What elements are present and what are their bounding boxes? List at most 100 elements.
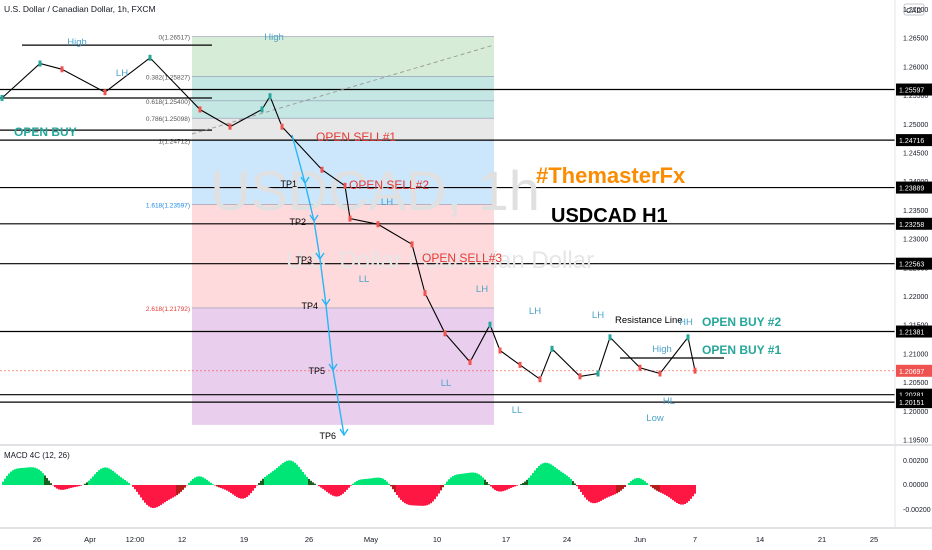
macd-axis[interactable]: 0.00200 0.00000 -0.00200 (903, 458, 931, 514)
tp-arrow-head[interactable] (321, 298, 331, 307)
fibonacci-extension[interactable]: 0(1.26517) 0.382(1.25827) 0.618(1.25400) 0.… (146, 35, 494, 425)
price-point[interactable] (596, 370, 600, 377)
price-point[interactable] (348, 215, 352, 222)
price-point[interactable] (0, 94, 4, 101)
macd-bar (608, 485, 610, 497)
price-point[interactable] (148, 54, 152, 61)
macd-bar (142, 485, 144, 501)
price-point[interactable] (518, 361, 522, 368)
time-tick-label: 19 (240, 535, 248, 544)
price-point[interactable] (686, 334, 690, 341)
macd-bar (308, 478, 310, 485)
tp-label: TP2 (289, 217, 306, 227)
price-point[interactable] (38, 60, 42, 67)
macd-bar (580, 485, 582, 493)
fib-band[interactable] (192, 100, 494, 119)
macd-bar (208, 481, 210, 485)
macd-bar (106, 467, 108, 485)
macd-bar (230, 485, 232, 494)
price-tag (896, 83, 932, 96)
price-point[interactable] (488, 321, 492, 328)
macd-bar (554, 467, 556, 485)
macd-bar (24, 467, 26, 485)
time-tick-label: 25 (870, 535, 878, 544)
macd-bar (248, 485, 250, 496)
price-point[interactable] (410, 241, 414, 248)
price-tag (896, 134, 932, 147)
fib-band[interactable] (192, 140, 494, 205)
macd-bar (382, 478, 384, 485)
macd-bar (452, 476, 454, 485)
horizontal-levels[interactable] (0, 44, 895, 403)
macd-bar (660, 485, 662, 493)
tp-arrow-head[interactable] (315, 252, 325, 261)
price-point[interactable] (343, 182, 347, 189)
macd-bar (272, 471, 274, 485)
macd-bar (516, 485, 518, 486)
macd-bar (636, 478, 638, 485)
macd-bar (428, 485, 430, 505)
macd-bar (676, 485, 678, 503)
macd-bar (120, 477, 122, 485)
price-point[interactable] (423, 290, 427, 297)
time-tick-label: 17 (502, 535, 510, 544)
take-profit-arrows[interactable]: TP1 TP2 TP3 TP4 TP5 TP6 (280, 134, 349, 441)
fib-band[interactable] (192, 76, 494, 101)
fib-band[interactable] (192, 36, 494, 77)
macd-bar (76, 485, 78, 487)
tp-arrow-head[interactable] (309, 214, 319, 223)
price-point[interactable] (608, 334, 612, 341)
macd-bar (140, 485, 142, 498)
price-point[interactable] (658, 370, 662, 377)
macd-bar (122, 478, 124, 485)
price-point[interactable] (693, 367, 697, 374)
macd-bar (340, 485, 342, 496)
macd-bar (162, 485, 164, 504)
macd-bar (568, 477, 570, 485)
macd-bar (176, 485, 178, 496)
fib-band[interactable] (192, 307, 494, 425)
macd-bar (190, 480, 192, 485)
macd-bar (538, 465, 540, 485)
macd-bar (268, 473, 270, 485)
macd-tick-label: 0.00000 (903, 482, 928, 489)
macd-bar (336, 485, 338, 497)
price-point[interactable] (376, 221, 380, 228)
price-point[interactable] (268, 93, 272, 100)
price-point[interactable] (260, 106, 264, 113)
macd-bar (694, 485, 696, 494)
price-point[interactable] (60, 66, 64, 73)
tp-arrow-head[interactable] (300, 176, 310, 185)
macd-bar (280, 464, 282, 485)
tp-label: TP1 (280, 179, 297, 189)
currency-badge[interactable] (903, 3, 925, 16)
macd-bar (564, 474, 566, 485)
macd-bar (246, 485, 248, 497)
price-point[interactable] (103, 89, 107, 96)
price-point[interactable] (228, 123, 232, 130)
price-point[interactable] (538, 376, 542, 383)
macd-bar (274, 469, 276, 485)
time-axis[interactable]: 26 Apr 12:00 12 19 26 May 10 17 24 Jun 7 14 21 25 (33, 535, 878, 544)
fib-band[interactable] (192, 118, 494, 141)
price-point[interactable] (320, 166, 324, 173)
price-point[interactable] (443, 330, 447, 337)
price-point[interactable] (578, 373, 582, 380)
price-point[interactable] (468, 359, 472, 366)
price-point[interactable] (198, 106, 202, 113)
price-tag-label: 1.23889 (899, 186, 924, 193)
price-point[interactable] (498, 347, 502, 354)
price-tag-label: 1.22563 (899, 262, 924, 269)
macd-bar (346, 485, 348, 490)
macd-bar (160, 485, 162, 505)
fib-trend-line[interactable] (191, 44, 495, 135)
macd-bar (368, 478, 370, 485)
macd-bar (104, 467, 106, 485)
price-point[interactable] (550, 345, 554, 352)
price-point[interactable] (638, 364, 642, 371)
price-point[interactable] (280, 123, 284, 130)
tp-arrow-head[interactable] (328, 363, 338, 372)
fib-band[interactable] (192, 204, 494, 308)
tp-arrow-head[interactable] (339, 428, 349, 437)
